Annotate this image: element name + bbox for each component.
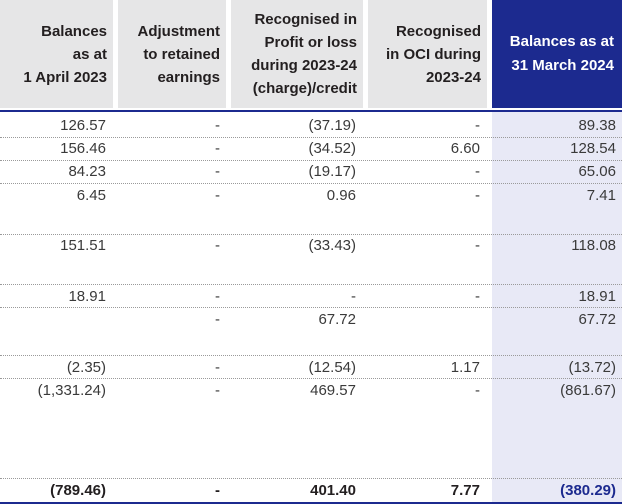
header-line: Balances as at xyxy=(509,33,614,50)
header-line: Balances xyxy=(41,22,107,40)
header-rule xyxy=(0,110,622,112)
table-cell: (2.35) xyxy=(66,359,106,376)
table-cell: - xyxy=(475,237,480,254)
table-cell: (34.52) xyxy=(308,140,356,157)
header-line: 2023-24 xyxy=(425,68,481,86)
table-cell: 6.45 xyxy=(76,187,106,204)
header-line: in OCI during xyxy=(386,45,481,63)
table-cell: 67.72 xyxy=(578,311,616,328)
table-cell: (37.19) xyxy=(308,117,356,134)
header-line: (charge)/credit xyxy=(252,80,357,97)
header-line: to retained xyxy=(143,45,220,63)
row-separator xyxy=(0,137,622,138)
header-line: 31 March 2024 xyxy=(511,57,614,74)
table-cell xyxy=(366,310,480,330)
table-cell xyxy=(0,310,106,330)
table-cell: 67.72 xyxy=(318,311,356,328)
table-cell: - xyxy=(475,187,480,204)
table-cell: 469.57 xyxy=(310,382,356,399)
table-cell: - xyxy=(215,187,220,204)
table-cell: - xyxy=(351,288,356,305)
header-retained-earnings: Adjustment to retained earnings xyxy=(118,0,226,108)
table-cell: - xyxy=(215,163,220,180)
table-cell: 18.91 xyxy=(578,288,616,305)
table-cell: 118.08 xyxy=(571,237,616,254)
row-separator xyxy=(0,160,622,161)
table-cell: (1,331.24) xyxy=(37,382,106,399)
header-profit-or-loss: Recognised in Profit or loss during 2023… xyxy=(231,0,363,108)
table-cell: 1.17 xyxy=(450,359,480,376)
table-cell: 151.51 xyxy=(60,237,106,254)
header-line: Recognised xyxy=(395,22,481,40)
table-cell: - xyxy=(215,311,220,328)
total-cell: 401.40 xyxy=(310,482,356,499)
table-cell: 6.60 xyxy=(450,140,480,157)
table-cell: 65.06 xyxy=(578,163,616,180)
row-separator xyxy=(0,478,622,479)
header-line: Recognised in xyxy=(254,11,357,28)
header-closing-balance: Balances as at 31 March 2024 xyxy=(492,0,622,108)
table-cell: - xyxy=(475,382,480,399)
table-cell: (33.43) xyxy=(308,237,356,254)
table-cell: 126.57 xyxy=(60,117,106,134)
total-cell: (789.46) xyxy=(50,482,106,499)
header-line: earnings xyxy=(157,68,220,86)
table-cell: - xyxy=(475,288,480,305)
row-separator xyxy=(0,234,622,235)
table-cell: 18.91 xyxy=(68,288,106,305)
table-cell: - xyxy=(475,117,480,134)
table-cell: 156.46 xyxy=(60,140,106,157)
table-cell: - xyxy=(215,140,220,157)
table-cell: 84.23 xyxy=(68,163,106,180)
header-line: Profit or loss xyxy=(264,34,357,51)
table-cell: - xyxy=(215,359,220,376)
table-cell: 89.38 xyxy=(578,117,616,134)
table-cell: (13.72) xyxy=(568,359,616,376)
table-cell: 0.96 xyxy=(326,187,356,204)
table-cell: - xyxy=(215,382,220,399)
table-cell: 128.54 xyxy=(570,140,616,157)
header-line: during 2023-24 xyxy=(251,57,357,74)
row-separator xyxy=(0,355,622,356)
header-oci: Recognised in OCI during 2023-24 xyxy=(368,0,487,108)
total-cell: - xyxy=(215,482,220,499)
total-cell: (380.29) xyxy=(560,482,616,499)
header-opening-balance: Balances as at 1 April 2023 xyxy=(0,0,113,108)
header-line: as at xyxy=(72,45,107,63)
table-cell: (861.67) xyxy=(560,382,616,399)
table-cell: - xyxy=(215,288,220,305)
total-rule xyxy=(0,502,622,504)
total-cell: 7.77 xyxy=(450,482,480,499)
row-separator xyxy=(0,307,622,308)
table-cell: - xyxy=(215,117,220,134)
table-cell: - xyxy=(475,163,480,180)
row-separator xyxy=(0,284,622,285)
header-line: Adjustment xyxy=(137,22,221,40)
row-separator xyxy=(0,378,622,379)
table-cell: 7.41 xyxy=(586,187,616,204)
table-cell: - xyxy=(215,237,220,254)
table-cell: (12.54) xyxy=(308,359,356,376)
row-separator xyxy=(0,183,622,184)
header-line: 1 April 2023 xyxy=(23,68,107,86)
table-cell: (19.17) xyxy=(308,163,356,180)
